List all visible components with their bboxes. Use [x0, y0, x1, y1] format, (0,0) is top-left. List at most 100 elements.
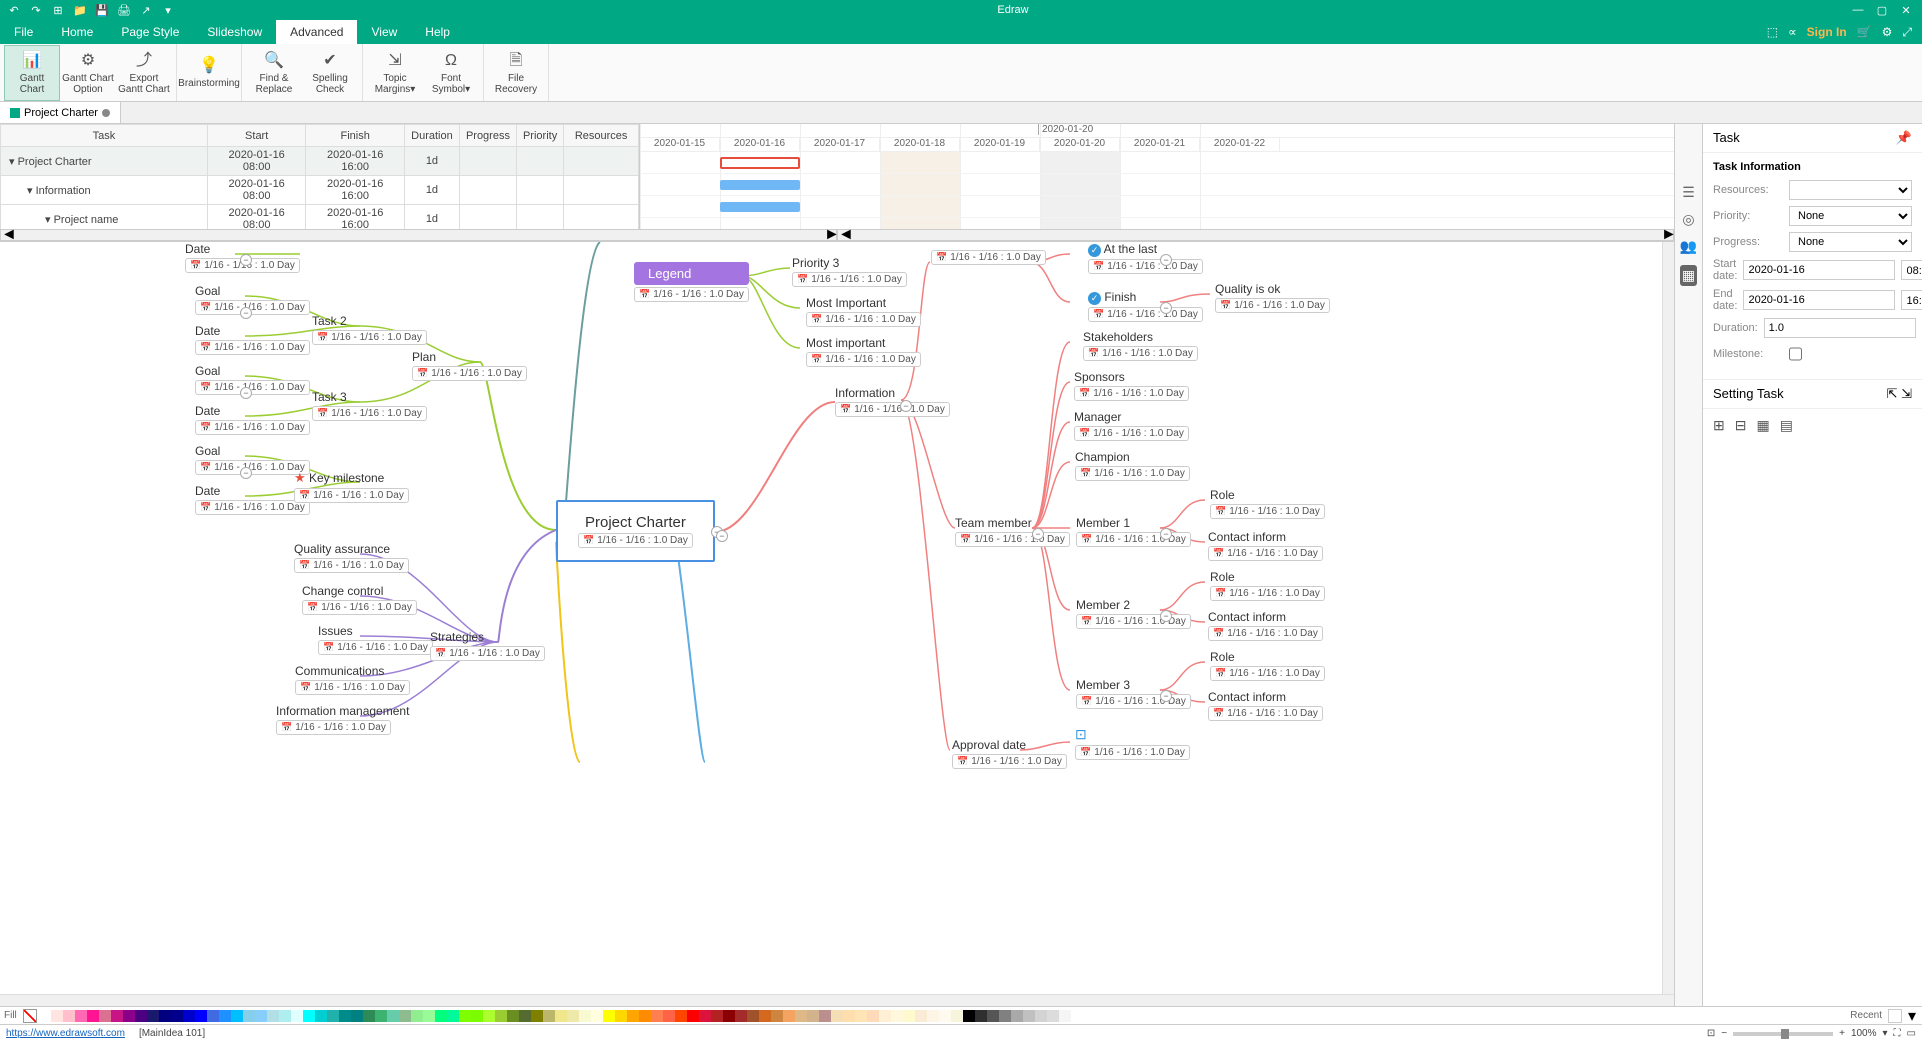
menu-help[interactable]: Help: [411, 20, 464, 44]
color-swatch[interactable]: [255, 1010, 267, 1022]
color-swatch[interactable]: [951, 1010, 963, 1022]
mindmap-node[interactable]: ✓ Finish1/16 - 1/16 : 1.0 Day: [1088, 290, 1203, 322]
mindmap-node[interactable]: Information1/16 - 1/16 : 1.0 Day: [835, 386, 950, 417]
color-swatch[interactable]: [351, 1010, 363, 1022]
color-swatch[interactable]: [327, 1010, 339, 1022]
zoom-dropdown-icon[interactable]: ▾: [1883, 1028, 1888, 1039]
gantt-scrollbars[interactable]: ◄► ◄►: [0, 229, 1674, 241]
color-swatch[interactable]: [843, 1010, 855, 1022]
mindmap-node[interactable]: ★ Key milestone1/16 - 1/16 : 1.0 Day: [294, 470, 409, 503]
color-swatch[interactable]: [483, 1010, 495, 1022]
color-swatch[interactable]: [903, 1010, 915, 1022]
color-swatch[interactable]: [963, 1010, 975, 1022]
mindmap-node[interactable]: Member 11/16 - 1/16 : 1.0 Day: [1076, 516, 1191, 547]
menu-view[interactable]: View: [357, 20, 411, 44]
node-expand-icon[interactable]: −: [1160, 690, 1172, 702]
node-expand-icon[interactable]: −: [1160, 254, 1172, 266]
zoom-slider[interactable]: [1733, 1032, 1833, 1036]
node-expand-icon[interactable]: −: [716, 530, 728, 542]
zoom-fit-icon[interactable]: ⊡: [1707, 1028, 1715, 1039]
mindmap-node[interactable]: ✓ At the last1/16 - 1/16 : 1.0 Day: [1088, 242, 1203, 274]
gantt-bar[interactable]: [720, 202, 800, 212]
qat-button[interactable]: ↷: [28, 2, 44, 18]
mindmap-canvas[interactable]: Project Charter1/16 - 1/16 : 1.0 Day−Dat…: [0, 242, 1674, 1006]
menu-advanced[interactable]: Advanced: [276, 20, 357, 44]
mindmap-node[interactable]: Task 31/16 - 1/16 : 1.0 Day: [312, 390, 427, 421]
color-swatch[interactable]: [1035, 1010, 1047, 1022]
duration-field[interactable]: [1764, 318, 1916, 338]
mindmap-node[interactable]: Most Important1/16 - 1/16 : 1.0 Day: [806, 296, 921, 327]
color-swatch[interactable]: [831, 1010, 843, 1022]
color-swatch[interactable]: [195, 1010, 207, 1022]
start-date-field[interactable]: [1743, 260, 1895, 280]
link-icon[interactable]: ∝: [1788, 25, 1797, 39]
color-swatch[interactable]: [507, 1010, 519, 1022]
color-swatch[interactable]: [459, 1010, 471, 1022]
mindmap-node[interactable]: Communications1/16 - 1/16 : 1.0 Day: [295, 664, 410, 695]
color-swatch[interactable]: [399, 1010, 411, 1022]
mindmap-node[interactable]: Plan1/16 - 1/16 : 1.0 Day: [412, 350, 527, 381]
grid2-icon[interactable]: ▤: [1780, 417, 1793, 434]
color-swatch[interactable]: [627, 1010, 639, 1022]
color-swatch[interactable]: [147, 1010, 159, 1022]
mindmap-node[interactable]: Legend1/16 - 1/16 : 1.0 Day: [634, 262, 749, 302]
node-expand-icon[interactable]: −: [1160, 528, 1172, 540]
end-time-field[interactable]: [1901, 290, 1922, 310]
color-swatch[interactable]: [699, 1010, 711, 1022]
mindmap-node[interactable]: Task 21/16 - 1/16 : 1.0 Day: [312, 314, 427, 345]
color-swatch[interactable]: [615, 1010, 627, 1022]
menu-page-style[interactable]: Page Style: [107, 20, 193, 44]
menu-slideshow[interactable]: Slideshow: [193, 20, 276, 44]
mindmap-node[interactable]: Role1/16 - 1/16 : 1.0 Day: [1210, 488, 1325, 519]
node-expand-icon[interactable]: −: [1160, 302, 1172, 314]
mindmap-node[interactable]: Priority 31/16 - 1/16 : 1.0 Day: [792, 256, 907, 287]
mindmap-node[interactable]: Goal1/16 - 1/16 : 1.0 Day: [195, 444, 310, 475]
node-expand-icon[interactable]: −: [1032, 528, 1044, 540]
gantt-bar[interactable]: [720, 180, 800, 190]
color-swatch[interactable]: [39, 1010, 51, 1022]
color-swatch[interactable]: [579, 1010, 591, 1022]
color-swatch[interactable]: [555, 1010, 567, 1022]
color-swatch[interactable]: [567, 1010, 579, 1022]
color-swatch[interactable]: [375, 1010, 387, 1022]
zoom-in-icon[interactable]: +: [1839, 1028, 1845, 1039]
mindmap-node[interactable]: Approval date1/16 - 1/16 : 1.0 Day: [952, 738, 1067, 769]
color-swatch[interactable]: [783, 1010, 795, 1022]
menu-home[interactable]: Home: [47, 20, 107, 44]
canvas-v-scrollbar[interactable]: [1662, 242, 1674, 994]
ribbon-gantt-chart[interactable]: 📊Gantt Chart: [4, 45, 60, 101]
color-swatch[interactable]: [303, 1010, 315, 1022]
ribbon-topic-margins-[interactable]: ⇲Topic Margins▾: [367, 45, 423, 101]
color-swatch[interactable]: [639, 1010, 651, 1022]
color-swatch[interactable]: [1059, 1010, 1071, 1022]
color-swatch[interactable]: [675, 1010, 687, 1022]
priority-field[interactable]: None: [1789, 206, 1912, 226]
ribbon-font-symbol-[interactable]: ΩFont Symbol▾: [423, 45, 479, 101]
mindmap-node[interactable]: 1/16 - 1/16 : 1.0 Day: [931, 248, 1046, 265]
page-icon[interactable]: ▭: [1907, 1028, 1916, 1039]
mindmap-node[interactable]: Goal1/16 - 1/16 : 1.0 Day: [195, 364, 310, 395]
ribbon-brainstorming[interactable]: 💡Brainstorming: [181, 45, 237, 101]
mindmap-node[interactable]: ⊡ 1/16 - 1/16 : 1.0 Day: [1075, 726, 1190, 760]
start-time-field[interactable]: [1901, 260, 1922, 280]
gantt-row[interactable]: ▾ Information2020-01-16 08:002020-01-16 …: [1, 176, 639, 205]
color-swatch[interactable]: [291, 1010, 303, 1022]
color-swatch[interactable]: [447, 1010, 459, 1022]
color-swatch[interactable]: [339, 1010, 351, 1022]
sign-in-link[interactable]: Sign In: [1807, 25, 1847, 39]
color-swatch[interactable]: [87, 1010, 99, 1022]
no-fill-swatch[interactable]: [23, 1009, 37, 1023]
grid-icon[interactable]: ▦: [1756, 417, 1769, 434]
color-swatch[interactable]: [891, 1010, 903, 1022]
color-swatch[interactable]: [219, 1010, 231, 1022]
color-swatch[interactable]: [411, 1010, 423, 1022]
mindmap-node[interactable]: Issues1/16 - 1/16 : 1.0 Day: [318, 624, 433, 655]
color-swatch[interactable]: [231, 1010, 243, 1022]
node-expand-icon[interactable]: −: [240, 387, 252, 399]
qat-button[interactable]: ↗: [138, 2, 154, 18]
mindmap-node[interactable]: Contact inform1/16 - 1/16 : 1.0 Day: [1208, 610, 1323, 641]
menu-file[interactable]: File: [0, 20, 47, 44]
ribbon-find-replace[interactable]: 🔍Find & Replace: [246, 45, 302, 101]
color-swatch[interactable]: [111, 1010, 123, 1022]
mindmap-node[interactable]: Quality is ok1/16 - 1/16 : 1.0 Day: [1215, 282, 1330, 313]
